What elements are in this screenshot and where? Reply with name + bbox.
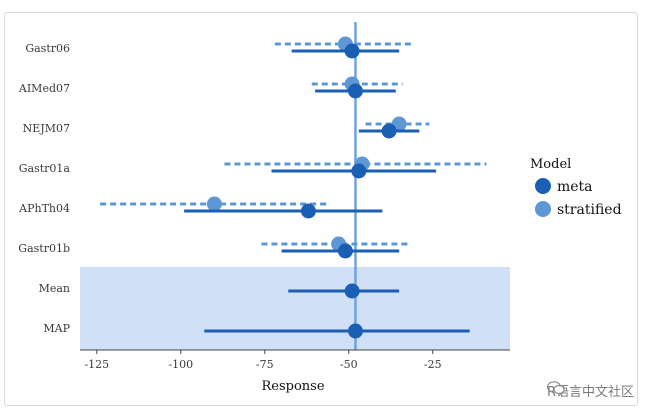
x-tick-label: -75 xyxy=(256,358,274,371)
meta-point-Gastr06 xyxy=(344,43,360,59)
legend-key-meta xyxy=(535,178,551,194)
meta-point-APhTh04 xyxy=(300,203,316,219)
stratified-point-APhTh04 xyxy=(206,196,222,212)
x-axis-title: Response xyxy=(261,379,324,394)
y-tick-label-Gastr01b: Gastr01b xyxy=(18,242,70,255)
x-tick-label: -50 xyxy=(340,358,358,371)
x-tick-label: -25 xyxy=(424,358,442,371)
legend-label-meta: meta xyxy=(557,179,593,195)
y-tick-label-NEJM07: NEJM07 xyxy=(23,122,70,135)
legend-key-stratified xyxy=(535,201,551,217)
meta-point-NEJM07 xyxy=(381,123,397,139)
series-meta xyxy=(184,43,470,339)
meta-point-Gastr01b xyxy=(337,243,353,259)
x-axis: -125 -100 -75 -50 -25 xyxy=(80,349,510,371)
wechat-icon xyxy=(546,381,565,395)
legend-title: Model xyxy=(530,157,571,172)
legend-label-stratified: stratified xyxy=(557,202,622,218)
meta-point-AIMed07 xyxy=(347,83,363,99)
y-axis-tick-labels: Gastr06 AIMed07 NEJM07 Gastr01a APhTh04 Gastr… xyxy=(18,42,71,335)
legend: Model meta stratified xyxy=(530,157,622,218)
watermark-text: R语言中文社区 xyxy=(546,385,634,400)
series-layer xyxy=(100,36,487,339)
y-tick-label-MAP: MAP xyxy=(43,322,70,335)
y-tick-label-Mean: Mean xyxy=(39,282,70,295)
y-tick-label-Gastr01a: Gastr01a xyxy=(19,162,71,175)
x-tick-label: -125 xyxy=(84,358,109,371)
y-tick-label-AIMed07: AIMed07 xyxy=(18,82,70,95)
meta-point-MAP xyxy=(347,323,363,339)
y-tick-label-APhTh04: APhTh04 xyxy=(18,202,70,215)
meta-point-Gastr01a xyxy=(351,163,367,179)
meta-point-Mean xyxy=(344,283,360,299)
summary-shaded-region xyxy=(80,267,510,350)
watermark: R语言中文社区 xyxy=(546,381,634,400)
x-tick-label: -100 xyxy=(168,358,193,371)
series-stratified xyxy=(100,36,487,252)
y-tick-label-Gastr06: Gastr06 xyxy=(25,42,70,55)
